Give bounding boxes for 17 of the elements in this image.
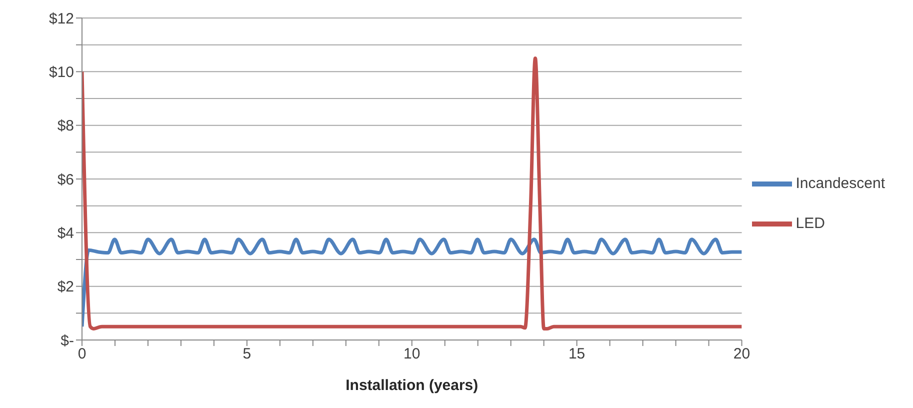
x-axis-title: Installation (years) <box>346 377 478 394</box>
line-series <box>82 238 742 328</box>
x-tick-label: 0 <box>78 346 86 363</box>
x-tick-label: 10 <box>404 346 420 363</box>
x-tick-label: 5 <box>242 346 252 363</box>
x-tick-label: 15 <box>568 346 586 363</box>
line-series <box>82 56 742 330</box>
legend-label: LED <box>796 215 825 232</box>
legend-label: Incandescent <box>796 174 885 192</box>
y-tick-label: $- <box>60 332 74 350</box>
y-tick-label: $12 <box>48 10 74 28</box>
y-tick-label: $10 <box>48 64 74 81</box>
y-tick-label: $2 <box>57 278 74 296</box>
y-tick-label: $8 <box>57 118 74 135</box>
x-tick-label: 20 <box>733 346 750 363</box>
y-tick-label: $6 <box>57 171 74 188</box>
y-tick-label: $4 <box>57 224 74 242</box>
